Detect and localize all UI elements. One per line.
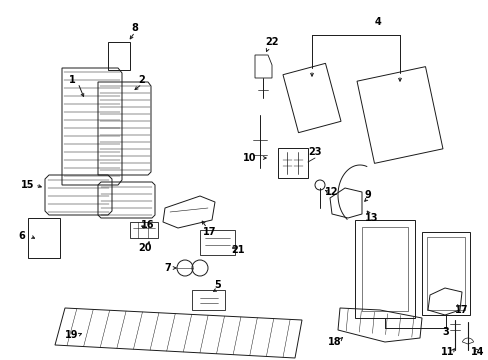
Text: 10: 10: [243, 153, 256, 163]
Text: 5: 5: [214, 280, 221, 290]
Text: 4: 4: [374, 17, 381, 27]
Text: 1: 1: [68, 75, 75, 85]
Text: 20: 20: [138, 243, 151, 253]
Text: 16: 16: [141, 220, 154, 230]
Text: 6: 6: [19, 231, 25, 241]
Text: 11: 11: [440, 347, 454, 357]
Text: 2: 2: [138, 75, 145, 85]
Text: 12: 12: [325, 187, 338, 197]
Text: 14: 14: [470, 347, 484, 357]
Text: 19: 19: [65, 330, 79, 340]
Text: 17: 17: [203, 227, 216, 237]
Text: 21: 21: [231, 245, 244, 255]
Text: 17: 17: [454, 305, 468, 315]
Text: 23: 23: [307, 147, 321, 157]
Text: 18: 18: [327, 337, 341, 347]
Text: 9: 9: [364, 190, 370, 200]
Text: 13: 13: [365, 213, 378, 223]
Text: 3: 3: [442, 327, 448, 337]
Text: 22: 22: [264, 37, 278, 47]
Text: 8: 8: [131, 23, 138, 33]
Text: 7: 7: [164, 263, 171, 273]
Text: 15: 15: [21, 180, 35, 190]
